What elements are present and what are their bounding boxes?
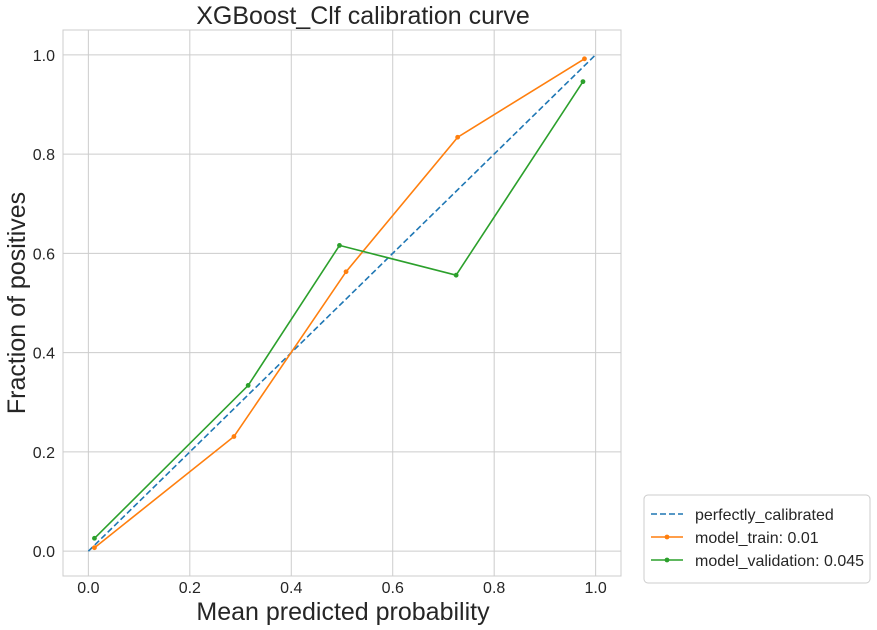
series-2-point <box>337 243 342 248</box>
x-tick-label: 1.0 <box>585 580 607 597</box>
series-1-point <box>582 56 587 62</box>
legend-marker-1 <box>664 534 670 540</box>
series-1-point <box>92 545 97 551</box>
series-1-point <box>455 134 461 140</box>
y-tick-label: 0.2 <box>33 445 55 462</box>
series-1-point <box>343 269 349 275</box>
y-tick-label: 0.8 <box>33 147 55 164</box>
y-tick-label: 0.6 <box>33 246 55 263</box>
series-line-0 <box>87 54 597 552</box>
series-2-point <box>92 535 97 541</box>
x-tick-label: 0.6 <box>382 580 404 597</box>
series-group <box>87 54 597 552</box>
grid <box>63 30 621 576</box>
legend-label-0: perfectly_calibrated <box>695 507 834 524</box>
series-2-point <box>245 382 251 388</box>
legend: perfectly_calibrated model_train: 0.01 mod… <box>643 494 871 584</box>
y-tick-label: 0.0 <box>33 544 55 561</box>
legend-frame <box>643 494 871 584</box>
x-axis-label: Mean predicted probability <box>196 598 490 626</box>
y-tick-label: 1.0 <box>33 48 55 65</box>
x-tick-label: 0.0 <box>77 580 99 597</box>
x-tick-label: 0.8 <box>483 580 505 597</box>
x-tick-label: 0.2 <box>179 580 201 597</box>
legend-marker-2 <box>664 557 670 563</box>
legend-label-1: model_train: 0.01 <box>695 530 819 547</box>
series-1-point <box>231 434 237 439</box>
y-axis-label: Fraction of positives <box>3 192 31 414</box>
series-2-point <box>580 79 586 85</box>
legend-label-2: model_validation: 0.045 <box>695 553 864 570</box>
chart-title: XGBoost_Clf calibration curve <box>196 2 529 30</box>
x-tick-label: 0.4 <box>280 580 302 597</box>
y-tick-labels: 0.0 0.2 0.4 0.6 0.8 1.0 <box>33 48 55 561</box>
x-tick-labels: 0.0 0.2 0.4 0.6 0.8 1.0 <box>77 580 607 597</box>
series-2-point <box>453 272 459 278</box>
y-tick-label: 0.4 <box>33 346 55 363</box>
